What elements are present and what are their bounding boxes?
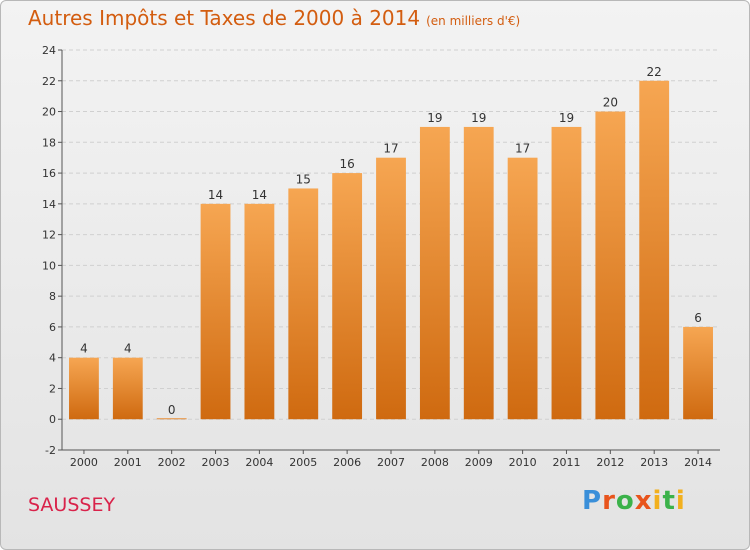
x-tick-label: 2002 xyxy=(158,456,186,469)
bar-value-label: 16 xyxy=(339,157,354,171)
bar-value-label: 17 xyxy=(515,142,530,156)
bar xyxy=(244,203,275,420)
logo-letter: x xyxy=(634,486,653,516)
bar-value-label: 0 xyxy=(168,403,176,417)
bar-value-label: 4 xyxy=(80,342,88,356)
proxiti-logo: Proxiti xyxy=(582,486,686,516)
logo-letter: P xyxy=(582,486,603,516)
x-tick-label: 2003 xyxy=(202,456,230,469)
bar-value-label: 14 xyxy=(252,188,267,202)
y-tick-label: 18 xyxy=(42,136,56,149)
bar-value-label: 14 xyxy=(208,188,223,202)
bar xyxy=(112,357,143,420)
bar xyxy=(332,173,363,420)
logo-letter: t xyxy=(662,486,676,516)
bar-value-label: 19 xyxy=(559,111,574,125)
bar xyxy=(69,357,99,420)
bar-value-label: 6 xyxy=(694,311,702,325)
x-tick-label: 2004 xyxy=(245,456,273,469)
x-tick-label: 2007 xyxy=(377,456,405,469)
x-tick-label: 2009 xyxy=(465,456,493,469)
bar xyxy=(200,203,231,420)
x-tick-label: 2005 xyxy=(289,456,317,469)
y-tick-label: 2 xyxy=(49,382,56,395)
y-tick-label: 22 xyxy=(42,75,56,88)
y-tick-label: 14 xyxy=(42,198,56,211)
bar-value-label: 22 xyxy=(647,65,662,79)
logo-letter: r xyxy=(602,486,616,516)
bar xyxy=(683,326,713,420)
y-tick-label: 0 xyxy=(49,413,56,426)
bar xyxy=(463,126,494,420)
bar xyxy=(376,157,406,420)
y-tick-label: 4 xyxy=(49,352,56,365)
bar-value-label: 17 xyxy=(383,142,398,156)
bar xyxy=(507,157,538,420)
bar xyxy=(288,188,319,420)
x-tick-label: 2006 xyxy=(333,456,361,469)
bar-value-label: 19 xyxy=(471,111,486,125)
bar xyxy=(639,80,670,420)
bar xyxy=(156,418,187,420)
x-tick-label: 2011 xyxy=(552,456,580,469)
place-name: SAUSSEY xyxy=(28,494,116,516)
y-tick-label: 20 xyxy=(42,106,56,119)
x-tick-label: 2013 xyxy=(640,456,668,469)
x-tick-label: 2014 xyxy=(684,456,712,469)
y-tick-label: 24 xyxy=(42,44,56,57)
y-tick-label: 12 xyxy=(42,229,56,242)
y-tick-label: -2 xyxy=(45,444,56,457)
logo-letter: o xyxy=(615,486,635,516)
x-tick-label: 2010 xyxy=(509,456,537,469)
x-tick-label: 2012 xyxy=(596,456,624,469)
y-tick-label: 6 xyxy=(49,321,56,334)
bar-value-label: 15 xyxy=(296,172,311,186)
y-tick-label: 8 xyxy=(49,290,56,303)
logo-letter: i xyxy=(675,486,686,516)
x-tick-label: 2001 xyxy=(114,456,142,469)
bar xyxy=(551,126,582,420)
bar-value-label: 20 xyxy=(603,96,618,110)
bar-value-label: 19 xyxy=(427,111,442,125)
x-tick-label: 2008 xyxy=(421,456,449,469)
logo-letter: i xyxy=(652,486,663,516)
title-text: Autres Impôts et Taxes de 2000 à 2014 xyxy=(28,6,421,30)
chart-title: Autres Impôts et Taxes de 2000 à 2014 (en… xyxy=(28,6,520,30)
bar xyxy=(419,126,450,420)
x-tick-label: 2000 xyxy=(70,456,98,469)
bar-value-label: 4 xyxy=(124,342,132,356)
y-tick-label: 10 xyxy=(42,259,56,272)
chart-subtitle: (en milliers d'€) xyxy=(426,14,521,28)
bar xyxy=(595,111,626,420)
y-tick-label: 16 xyxy=(42,167,56,180)
